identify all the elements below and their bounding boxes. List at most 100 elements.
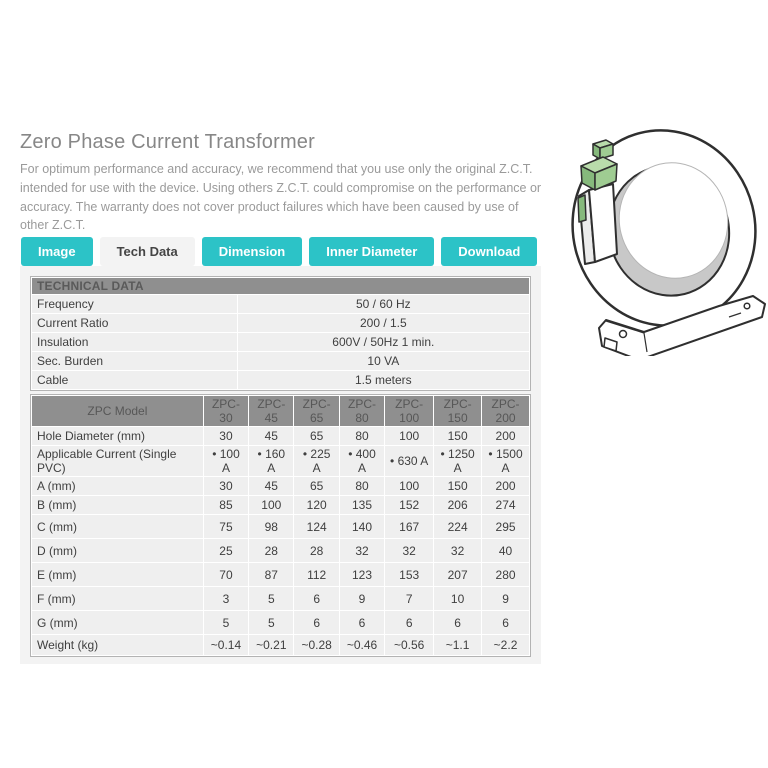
product-illustration <box>549 110 768 361</box>
cell-value: 3 <box>202 586 250 611</box>
row-label: Cable <box>31 370 238 390</box>
cell-value: 28 <box>248 538 295 563</box>
row-label: A (mm) <box>31 476 204 496</box>
cell-value: 80 <box>338 426 386 446</box>
cell-value: 5 <box>202 610 250 635</box>
cell-value: ~0.56 <box>384 634 435 656</box>
cell-value: 87 <box>248 562 295 587</box>
zpc-model-table-wrap: ZPC Model ZPC-30 ZPC-45 ZPC-65 ZPC-80 ZPC-100… <box>30 394 531 657</box>
row-label: B (mm) <box>31 495 204 515</box>
cell-value: 45 <box>248 476 295 496</box>
cell-value: 32 <box>384 538 435 563</box>
table-row: E (mm) 70 87 112 123 153 207 280 <box>31 562 530 587</box>
cell-value: 224 <box>433 514 483 539</box>
row-label: Current Ratio <box>31 313 238 333</box>
cell-value: 200 <box>481 426 530 446</box>
tab-dimension[interactable]: Dimension <box>201 237 303 266</box>
cell-value: 32 <box>338 538 386 563</box>
cell-value: 9 <box>481 586 530 611</box>
tab-inner-diameter[interactable]: Inner Diameter <box>309 237 435 266</box>
cell-value: 5 <box>248 586 295 611</box>
table-row: A (mm) 30 45 65 80 100 150 200 <box>31 476 530 496</box>
model-column-header: ZPC-150 <box>433 395 483 427</box>
row-label: D (mm) <box>31 538 204 563</box>
cell-value: 150 <box>433 476 483 496</box>
cell-value: • 1500 A <box>481 445 530 477</box>
tab-tech-data[interactable]: Tech Data <box>99 237 195 266</box>
model-column-header: ZPC-30 <box>202 395 250 427</box>
technical-data-header: TECHNICAL DATA <box>31 277 530 295</box>
cell-value: 10 <box>433 586 483 611</box>
model-table-header-label: ZPC Model <box>31 395 204 427</box>
row-label: F (mm) <box>31 586 204 611</box>
technical-data-table-wrap: TECHNICAL DATA Frequency 50 / 60 Hz Curren… <box>30 276 531 391</box>
cell-value: ~2.2 <box>481 634 530 656</box>
row-label: Applicable Current (Single PVC) <box>31 445 204 477</box>
zpc-model-table: ZPC Model ZPC-30 ZPC-45 ZPC-65 ZPC-80 ZPC-100… <box>31 395 530 656</box>
row-value: 10 VA <box>236 351 531 371</box>
cell-value: • 630 A <box>384 445 435 477</box>
product-description: For optimum performance and accuracy, we… <box>20 162 542 233</box>
cell-value: 152 <box>384 495 435 515</box>
cell-value: 135 <box>338 495 386 515</box>
row-value: 600V / 50Hz 1 min. <box>236 332 531 352</box>
cell-value: 25 <box>202 538 250 563</box>
cell-value: 32 <box>433 538 483 563</box>
cell-value: • 225 A <box>293 445 340 477</box>
table-row: F (mm) 3 5 6 9 7 10 9 <box>31 586 530 611</box>
cell-value: 6 <box>338 610 386 635</box>
cell-value: 124 <box>293 514 340 539</box>
table-row: Cable 1.5 meters <box>31 370 531 390</box>
cell-value: 7 <box>384 586 435 611</box>
table-row: G (mm) 5 5 6 6 6 6 6 <box>31 610 530 635</box>
cell-value: 85 <box>202 495 250 515</box>
cell-value: 153 <box>384 562 435 587</box>
cell-value: 75 <box>202 514 250 539</box>
cell-value: 98 <box>248 514 295 539</box>
row-value: 200 / 1.5 <box>236 313 531 333</box>
table-row: C (mm) 75 98 124 140 167 224 295 <box>31 514 530 539</box>
cell-value: ~0.14 <box>202 634 250 656</box>
row-value: 1.5 meters <box>236 370 531 390</box>
model-column-header: ZPC-100 <box>384 395 435 427</box>
cell-value: 100 <box>384 426 435 446</box>
cell-value: ~0.46 <box>338 634 386 656</box>
cell-value: 6 <box>481 610 530 635</box>
page-title: Zero Phase Current Transformer <box>20 131 315 153</box>
cell-value: 100 <box>248 495 295 515</box>
cell-value: 6 <box>293 610 340 635</box>
cell-value: 30 <box>202 426 250 446</box>
table-row: Sec. Burden 10 VA <box>31 351 531 371</box>
ring-bore-back <box>618 162 729 279</box>
tab-image[interactable]: Image <box>21 237 93 266</box>
table-row: Current Ratio 200 / 1.5 <box>31 313 531 333</box>
cell-value: 45 <box>248 426 295 446</box>
cell-value: 100 <box>384 476 435 496</box>
transformer-drawing-icon <box>571 129 766 361</box>
screw-hole-left <box>618 329 628 339</box>
cell-value: 167 <box>384 514 435 539</box>
cell-value: 6 <box>384 610 435 635</box>
model-column-header: ZPC-80 <box>338 395 386 427</box>
cell-value: 295 <box>481 514 530 539</box>
cell-value: • 400 A <box>338 445 386 477</box>
cell-value: ~0.28 <box>293 634 340 656</box>
tab-download[interactable]: Download <box>441 237 538 266</box>
row-label: Weight (kg) <box>31 634 204 656</box>
cell-value: 274 <box>481 495 530 515</box>
technical-data-table: TECHNICAL DATA Frequency 50 / 60 Hz Curren… <box>31 277 531 390</box>
cell-value: 200 <box>481 476 530 496</box>
cell-value: • 1250 A <box>433 445 483 477</box>
table-row: B (mm) 85 100 120 135 152 206 274 <box>31 495 530 515</box>
cell-value: • 100 A <box>202 445 250 477</box>
model-column-header: ZPC-200 <box>481 395 530 427</box>
cell-value: 28 <box>293 538 340 563</box>
cell-value: 65 <box>293 476 340 496</box>
cell-value: 80 <box>338 476 386 496</box>
table-row: Weight (kg) ~0.14 ~0.21 ~0.28 ~0.46 ~0.56 ~1.1… <box>31 634 530 656</box>
cell-value: 6 <box>293 586 340 611</box>
cell-value: 140 <box>338 514 386 539</box>
cell-value: 9 <box>338 586 386 611</box>
row-label: Frequency <box>31 294 238 314</box>
cell-value: 280 <box>481 562 530 587</box>
